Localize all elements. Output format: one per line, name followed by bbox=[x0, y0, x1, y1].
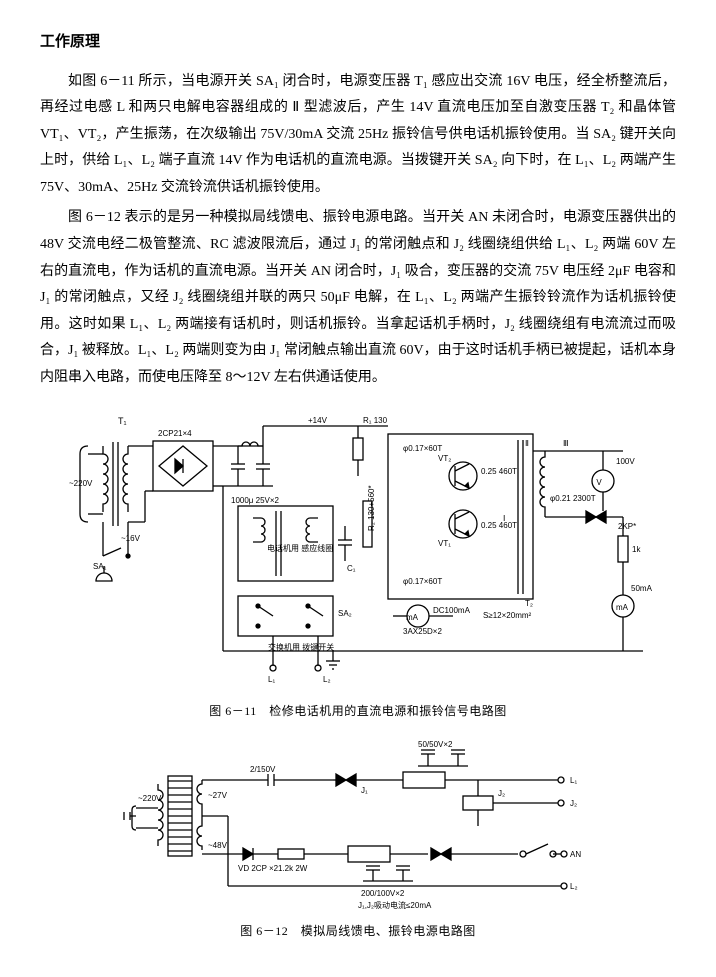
lbl-r2: R₂ 130+560* bbox=[367, 485, 376, 531]
lbl-filtercap: 1000μ 25V×2 bbox=[231, 496, 280, 505]
lbl-sa2: SA₂ bbox=[338, 609, 352, 618]
lbl2-12k: 1.2k 2W bbox=[278, 864, 308, 873]
lbl-w017b: φ0.17×60T bbox=[403, 577, 442, 586]
lbl-50ma: 50mA bbox=[631, 584, 653, 593]
lbl-vmeter: V bbox=[596, 478, 602, 487]
figure-6-12: ~220V ~27V ~48V 2/150V VD 2CP ×2 1.2k 2W… bbox=[40, 736, 676, 943]
lbl2-j2b: J₂ bbox=[570, 799, 577, 808]
lbl2-an: AN bbox=[570, 850, 581, 859]
lbl-sa2note: 交换机用 拨键开关 bbox=[268, 642, 334, 652]
section-heading: 工作原理 bbox=[40, 28, 676, 57]
lbl-14v: +14V bbox=[308, 416, 328, 425]
lbl-100v: 100V bbox=[616, 457, 635, 466]
lbl2-220v: ~220V bbox=[138, 794, 162, 803]
lbl-r1: R₁ 130 bbox=[363, 416, 388, 425]
lbl-sensecoil: 电话机用 感应线圈 bbox=[267, 543, 333, 553]
lbl2-27v: ~27V bbox=[208, 791, 228, 800]
lbl-bridge: 2CP21×4 bbox=[158, 429, 192, 438]
lbl-w017a: φ0.17×60T bbox=[403, 444, 442, 453]
figure-6-11-caption: 图 6－11 检修电话机用的直流电源和振铃信号电路图 bbox=[40, 700, 676, 723]
lbl-plug220: ~220V bbox=[69, 479, 93, 488]
lbl-w025a: 0.25 460T bbox=[481, 467, 517, 476]
paragraph-1: 如图 6－11 所示，当电源开关 SA₁ 闭合时，电源变压器 T₁ 感应出交流 … bbox=[40, 69, 676, 202]
lbl-ma: mA bbox=[616, 603, 629, 612]
lbl-t2core: S≥12×20mm² bbox=[483, 611, 532, 620]
lbl-w025b: 0.25 460T bbox=[481, 521, 517, 530]
lbl-1k: 1k bbox=[632, 545, 641, 554]
lbl-vt2: VT₂ bbox=[438, 454, 451, 463]
lbl-t2: T₂ bbox=[525, 599, 533, 608]
lbl-c1: C₁ bbox=[347, 564, 356, 573]
lbl2-L2: L₂ bbox=[570, 882, 578, 891]
lbl-3ax: 3AX25D×2 bbox=[403, 627, 442, 636]
lbl2-j2: J₂ bbox=[498, 789, 505, 798]
lbl-wII: Ⅱ bbox=[525, 439, 529, 448]
lbl-dc100: DC100mA bbox=[433, 606, 471, 615]
lbl2-200100: 200/100V×2 bbox=[361, 889, 405, 898]
lbl2-jnote: J₁,J₂吸动电流≤20mA bbox=[358, 900, 432, 910]
lbl-wIII: Ⅲ bbox=[563, 439, 569, 448]
lbl2-5050: 50/50V×2 bbox=[418, 740, 453, 749]
lbl-sa1: SA₁ bbox=[93, 562, 107, 571]
lbl2-48v: ~48V bbox=[208, 841, 228, 850]
lbl2-c2150: 2/150V bbox=[250, 765, 276, 774]
lbl-l2: L₂ bbox=[323, 675, 331, 684]
lbl-ma2: mA bbox=[406, 613, 419, 622]
lbl2-L1: L₁ bbox=[570, 776, 577, 785]
lbl2-vd: VD 2CP ×2 bbox=[238, 864, 279, 873]
lbl2-j1: J₁ bbox=[361, 786, 368, 795]
lbl-l1: L₁ bbox=[268, 675, 275, 684]
lbl-t1: T₁ bbox=[118, 416, 127, 426]
figure-6-11: T₁ ~220V ~16V 2CP21×4 1000μ 25V×2 +14V R… bbox=[40, 406, 676, 723]
lbl-16v: ~16V bbox=[121, 534, 141, 543]
lbl-w021: φ0.21 2300T bbox=[550, 494, 596, 503]
figure-6-12-caption: 图 6－12 模拟局线馈电、振铃电源电路图 bbox=[40, 920, 676, 943]
lbl-vt1: VT₁ bbox=[438, 539, 451, 548]
paragraph-2: 图 6－12 表示的是另一种模拟局线馈电、振铃电源电路。当开关 AN 未闭合时，… bbox=[40, 205, 676, 391]
lbl-2kp: 2KP* bbox=[618, 522, 636, 531]
